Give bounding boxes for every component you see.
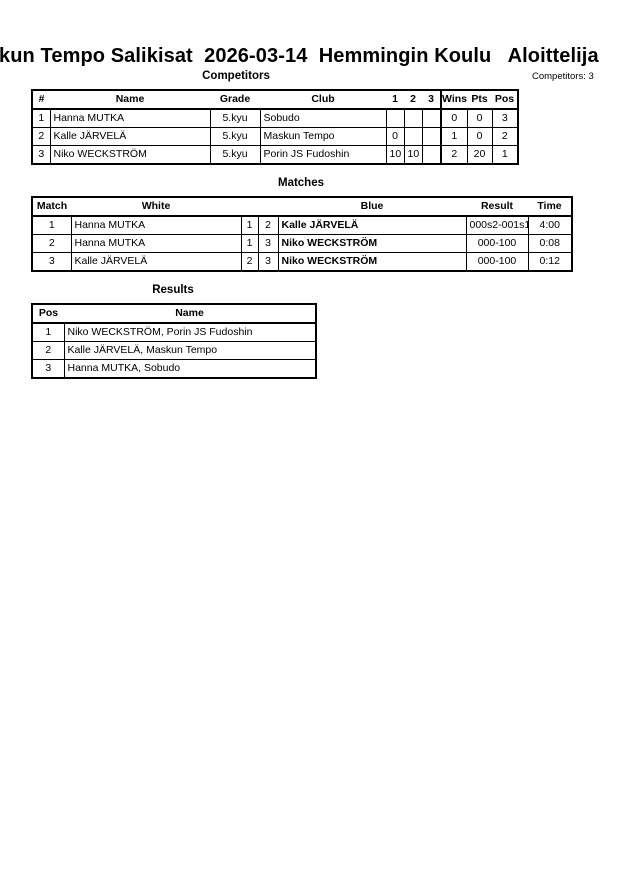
table-row: 1 Hanna MUTKA 1 2 Kalle JÄRVELÄ 000s2-001s1 4:…: [31, 215, 573, 235]
table-cell: Porin JS Fudoshin: [259, 145, 387, 165]
table-cell: 000-100: [465, 234, 529, 253]
table-cell: 3: [491, 108, 519, 128]
col-header: 3: [422, 90, 441, 110]
results-heading: Results: [152, 284, 194, 296]
table-cell: [421, 127, 442, 146]
col-header: Time: [528, 197, 572, 217]
table-cell: 3: [257, 234, 279, 253]
table-row: 3 Kalle JÄRVELÄ 2 3 Niko WECKSTRÖM 000-100 0:1…: [31, 252, 573, 272]
table-row: 3 Hanna MUTKA, Sobudo: [31, 359, 317, 379]
col-header: Wins: [440, 90, 467, 110]
table-cell: 0:12: [527, 252, 573, 272]
col-header: Pos: [32, 304, 64, 324]
table-cell: 2: [31, 127, 51, 146]
table-cell: 3: [31, 252, 72, 272]
table-row: 2 Kalle JÄRVELÄ 5.kyu Maskun Tempo 0 1 0 2: [31, 127, 519, 146]
table-cell: 10: [385, 145, 405, 165]
table-cell: 1: [31, 322, 65, 342]
matches-heading: Matches: [277, 177, 325, 189]
results-header: Pos Name: [32, 304, 316, 324]
table-cell: [403, 108, 423, 128]
table-cell: 2: [31, 341, 65, 360]
col-header: #: [32, 90, 50, 110]
table-cell: 1: [240, 234, 259, 253]
table-cell: 1: [491, 145, 519, 165]
table-cell: Kalle JÄRVELÄ, Maskun Tempo: [63, 341, 317, 360]
table-cell: Kalle JÄRVELÄ: [70, 252, 242, 272]
table-cell: 3: [31, 145, 51, 165]
table-cell: 0: [466, 127, 493, 146]
table-cell: 1: [31, 108, 51, 128]
table-cell: 0: [466, 108, 493, 128]
table-cell: Hanna MUTKA, Sobudo: [63, 359, 317, 379]
col-header: 2: [404, 90, 422, 110]
table-cell: [421, 145, 442, 165]
table-cell: 2: [31, 234, 72, 253]
competitors-count: Competitors: 3: [532, 71, 594, 82]
table-row: 1 Hanna MUTKA 5.kyu Sobudo 0 0 3: [31, 108, 519, 128]
col-header: Name: [50, 90, 210, 110]
table-cell: Kalle JÄRVELÄ: [49, 127, 211, 146]
table-cell: Hanna MUTKA: [49, 108, 211, 128]
col-header: Name: [64, 304, 316, 324]
col-header: Blue: [278, 197, 466, 217]
table-cell: [421, 108, 442, 128]
table-cell: 5.kyu: [209, 145, 261, 165]
table-cell: Hanna MUTKA: [70, 234, 242, 253]
table-cell: 10: [403, 145, 423, 165]
table-cell: Maskun Tempo: [259, 127, 387, 146]
table-cell: 000-100: [465, 252, 529, 272]
table-row: 2 Kalle JÄRVELÄ, Maskun Tempo: [31, 341, 317, 360]
table-row: 3 Niko WECKSTRÖM 5.kyu Porin JS Fudoshin 10 1…: [31, 145, 519, 165]
table-cell: Sobudo: [259, 108, 387, 128]
matches-header: Match White Blue Result Time: [32, 197, 572, 217]
matches-table: Match White Blue Result Time 1 Hanna MUTK…: [31, 196, 573, 272]
table-cell: 0:08: [527, 234, 573, 253]
col-header: Result: [466, 197, 528, 217]
table-cell: 20: [466, 145, 493, 165]
table-cell: Niko WECKSTRÖM: [277, 234, 467, 253]
table-cell: Hanna MUTKA: [70, 215, 242, 235]
table-cell: 2: [491, 127, 519, 146]
table-cell: Niko WECKSTRÖM: [49, 145, 211, 165]
table-cell: Niko WECKSTRÖM: [277, 252, 467, 272]
table-cell: 2: [440, 145, 468, 165]
table-cell: [403, 127, 423, 146]
table-cell: 2: [257, 215, 279, 235]
competitors-table: # Name Grade Club 1 2 3 Wins Pts Pos 1 Ha…: [31, 89, 519, 165]
col-header: Match: [32, 197, 71, 217]
table-cell: 3: [31, 359, 65, 379]
col-header: Club: [260, 90, 386, 110]
table-cell: 1: [240, 215, 259, 235]
table-cell: 3: [257, 252, 279, 272]
table-cell: [385, 108, 405, 128]
competitors-heading: Competitors: [202, 70, 270, 82]
table-cell: Kalle JÄRVELÄ: [277, 215, 467, 235]
table-row: 2 Hanna MUTKA 1 3 Niko WECKSTRÖM 000-100 0:08: [31, 234, 573, 253]
results-table: Pos Name 1 Niko WECKSTRÖM, Porin JS Fudos…: [31, 303, 317, 379]
table-cell: 2: [240, 252, 259, 272]
table-cell: 5.kyu: [209, 127, 261, 146]
col-header: Pts: [467, 90, 492, 110]
table-cell: 000s2-001s1: [465, 215, 529, 235]
table-cell: 1: [31, 215, 72, 235]
table-cell: 1: [440, 127, 468, 146]
table-cell: 0: [385, 127, 405, 146]
col-header: 1: [386, 90, 404, 110]
table-cell: 0: [440, 108, 468, 128]
competitors-header: # Name Grade Club 1 2 3 Wins Pts Pos: [32, 90, 518, 110]
table-cell: Niko WECKSTRÖM, Porin JS Fudoshin: [63, 322, 317, 342]
page-title: kun Tempo Salikisat 2026-03-14 Hemmingin…: [0, 45, 599, 67]
table-cell: 5.kyu: [209, 108, 261, 128]
col-header: Pos: [492, 90, 518, 110]
col-header: White: [71, 197, 241, 217]
table-row: 1 Niko WECKSTRÖM, Porin JS Fudoshin: [31, 322, 317, 342]
table-cell: 4:00: [527, 215, 573, 235]
col-header: Grade: [210, 90, 260, 110]
